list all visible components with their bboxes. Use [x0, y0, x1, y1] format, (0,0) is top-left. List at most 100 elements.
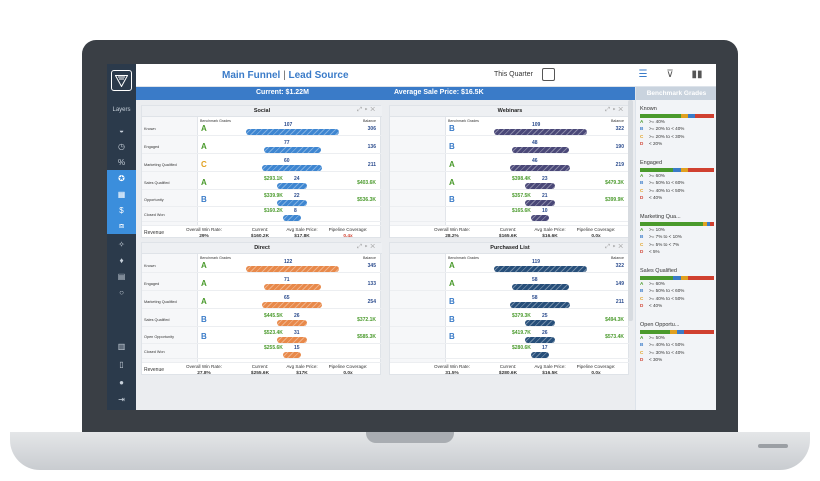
funnel-bar[interactable]: [510, 165, 570, 171]
stage-count: 58: [532, 295, 538, 301]
stage-amount: $255.6K: [264, 345, 283, 351]
footer-metric-value: $17.8K: [294, 234, 310, 239]
circle-icon[interactable]: ○: [119, 287, 124, 297]
panel-title[interactable]: Webinars: [497, 108, 523, 114]
funnel-bar[interactable]: [493, 266, 587, 272]
panel-title[interactable]: Purchased List: [490, 245, 530, 251]
funnel-bar[interactable]: [510, 302, 570, 308]
funnel-bar[interactable]: [245, 266, 339, 272]
balance-value: 322: [615, 263, 624, 269]
funnel-bar[interactable]: [277, 183, 307, 189]
funnel-bar[interactable]: [277, 320, 307, 326]
benchmark-section-title[interactable]: Marketing Qua...: [640, 214, 681, 220]
benchmark-section-title[interactable]: Open Opportu...: [640, 322, 680, 328]
funnel-bar[interactable]: [262, 165, 322, 171]
drop-icon[interactable]: ♦: [119, 255, 124, 265]
stage-amount: $339.9K: [264, 193, 283, 199]
calendar-icon[interactable]: [542, 68, 555, 81]
funnel-bar[interactable]: [531, 352, 549, 358]
org-chart-icon[interactable]: ⧈: [107, 218, 136, 234]
lightbulb-icon[interactable]: ✧: [118, 239, 125, 249]
footer-metric: Avg Sale Price: $16.6K: [524, 226, 576, 240]
funnel-bar[interactable]: [277, 200, 307, 206]
funnel-bar[interactable]: [525, 320, 555, 326]
benchmark-bar-segment: [695, 114, 714, 118]
benchmark-bar-segment: [688, 114, 696, 118]
balance-value: 306: [367, 126, 376, 132]
funnel-bar[interactable]: [493, 129, 587, 135]
benchmark-bar-segment: [706, 222, 711, 226]
benchmark-section-title[interactable]: Sales Qualified: [640, 268, 677, 274]
title-lead-source[interactable]: Lead Source: [288, 70, 349, 81]
funnel-logo-icon[interactable]: [111, 70, 132, 91]
dollar-icon[interactable]: $: [107, 202, 136, 218]
balance-value: $372.1K: [357, 317, 376, 323]
percent-icon[interactable]: %: [117, 157, 126, 167]
funnel-bar[interactable]: [283, 215, 301, 221]
row-divider: [142, 221, 382, 222]
benchmark-threshold: >= 40% to < 50%: [649, 342, 685, 348]
funnel-bar[interactable]: [277, 337, 307, 343]
calendar-small-icon[interactable]: ▤: [117, 271, 126, 281]
summary-bar: Current: $1.22M Average Sale Price: $16.…: [136, 87, 635, 100]
title-separator: |: [283, 70, 286, 81]
funnel-bar[interactable]: [525, 183, 555, 189]
grade-letter: A: [201, 124, 207, 133]
document-icon[interactable]: ▯: [119, 359, 124, 369]
map-icon[interactable]: ▥: [117, 341, 126, 351]
stage-count: 46: [532, 158, 538, 164]
panel-controls-icon[interactable]: ⤢▸✕: [605, 244, 626, 250]
funnel-bar[interactable]: [531, 215, 549, 221]
clock-icon[interactable]: ◷: [118, 141, 125, 151]
scrollbar[interactable]: [628, 100, 633, 321]
pie-icon[interactable]: ◒: [119, 125, 124, 135]
logout-icon[interactable]: ⇥: [118, 394, 125, 404]
benchmark-bar-segment: [702, 222, 707, 226]
grade-letter: A: [201, 261, 207, 270]
benchmark-grade: D: [640, 249, 644, 255]
benchmark-grade: D: [640, 141, 644, 147]
funnel-bar[interactable]: [525, 337, 555, 343]
benchmark-row: A >= 50%: [640, 335, 714, 341]
panel-controls-icon[interactable]: ⤢▸✕: [357, 107, 378, 113]
benchmark-threshold: >= 50% to < 60%: [649, 180, 685, 186]
funnel-bar[interactable]: [263, 284, 321, 290]
funnel-bar[interactable]: [283, 352, 301, 358]
row-divider: [142, 308, 382, 309]
funnel-bar[interactable]: [525, 200, 555, 206]
row-divider: [142, 326, 382, 327]
panel-controls-icon[interactable]: ⤢▸✕: [357, 244, 378, 250]
funnel-bar[interactable]: [245, 129, 339, 135]
benchmark-threshold: < 40%: [649, 195, 663, 201]
stage-amount: $419.7K: [512, 330, 531, 336]
period-label[interactable]: This Quarter: [494, 71, 533, 78]
row-divider: [142, 189, 382, 190]
stage-count: 60: [284, 158, 290, 164]
award-icon[interactable]: ✪: [107, 170, 136, 186]
benchmark-grade: C: [640, 187, 644, 193]
funnel-view-icon[interactable]: ☰: [638, 69, 648, 80]
funnel-bar[interactable]: [511, 147, 569, 153]
bar-chart-icon[interactable]: ▮▮: [691, 69, 703, 80]
panel-title[interactable]: Direct: [254, 245, 270, 251]
filter-icon[interactable]: ⊽: [666, 69, 674, 80]
calculator-icon[interactable]: ▦: [107, 186, 136, 202]
title-main-funnel[interactable]: Main Funnel: [222, 70, 281, 81]
row-divider: [142, 272, 382, 273]
funnel-bar[interactable]: [263, 147, 321, 153]
panel-controls-icon[interactable]: ⤢▸✕: [605, 107, 626, 113]
footer-metric-label: Overall Win Rate:: [434, 364, 470, 369]
balance-value: $403.6K: [357, 180, 376, 186]
balance-header: Balance: [363, 256, 376, 260]
panel-header: Social ⤢▸✕: [142, 106, 382, 117]
benchmark-section-title[interactable]: Engaged: [640, 160, 663, 166]
balance-value: 322: [615, 126, 624, 132]
benchmark-section-title[interactable]: Known: [640, 106, 657, 112]
user-icon[interactable]: ●: [119, 377, 124, 387]
benchmark-section: Known A >= 40% B >= 20% to < 40% C >= 20% to <…: [640, 106, 714, 148]
panel-title[interactable]: Social: [253, 108, 271, 114]
funnel-bar[interactable]: [262, 302, 322, 308]
funnel-bar[interactable]: [511, 284, 569, 290]
benchmark-threshold: >= 10%: [649, 227, 665, 232]
benchmark-row: D < 40%: [640, 195, 714, 201]
